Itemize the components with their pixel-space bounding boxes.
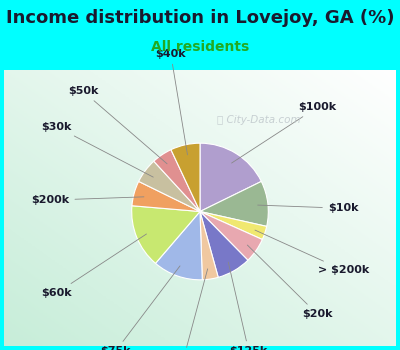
Text: $60k: $60k [42, 234, 146, 298]
Text: $150k: $150k [165, 269, 208, 350]
Text: $75k: $75k [100, 266, 180, 350]
Wedge shape [200, 211, 262, 260]
Text: $10k: $10k [258, 203, 358, 213]
Text: $20k: $20k [247, 245, 332, 319]
Text: > $200k: > $200k [255, 230, 369, 275]
Text: $125k: $125k [228, 262, 268, 350]
Wedge shape [156, 211, 202, 280]
Wedge shape [200, 181, 268, 226]
Text: $50k: $50k [68, 86, 167, 164]
Wedge shape [200, 211, 248, 277]
Text: $100k: $100k [232, 103, 336, 163]
Text: All residents: All residents [151, 40, 249, 54]
Wedge shape [200, 211, 267, 239]
Wedge shape [200, 143, 261, 211]
Wedge shape [132, 206, 200, 263]
Wedge shape [132, 181, 200, 211]
Wedge shape [139, 161, 200, 211]
Text: ⓘ City-Data.com: ⓘ City-Data.com [217, 115, 300, 125]
Wedge shape [200, 211, 218, 280]
Wedge shape [171, 143, 200, 211]
Text: $40k: $40k [156, 49, 188, 155]
Text: $200k: $200k [31, 195, 144, 205]
Text: $30k: $30k [42, 122, 153, 177]
Wedge shape [154, 150, 200, 211]
Text: Income distribution in Lovejoy, GA (%): Income distribution in Lovejoy, GA (%) [6, 9, 394, 27]
